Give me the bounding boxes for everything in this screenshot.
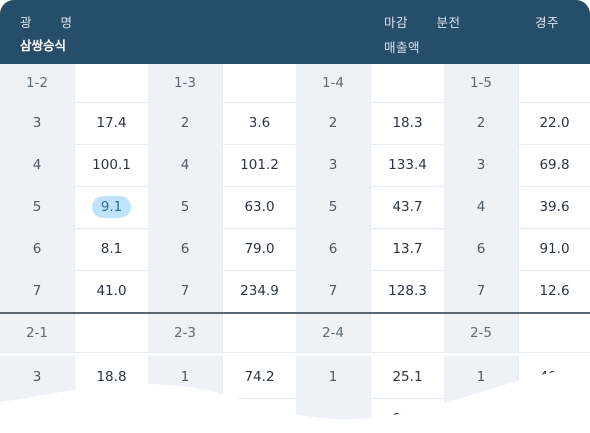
group-label-1-3: 1-3 <box>148 64 222 102</box>
combo-number: 6 <box>444 228 518 270</box>
combo-number: 7 <box>148 270 222 312</box>
group-label-1-2: 1-2 <box>0 64 74 102</box>
odds-value[interactable]: 12.6 <box>518 270 590 312</box>
odds-value[interactable]: 18.3 <box>370 102 444 144</box>
odds-value[interactable]: 39.6 <box>518 186 590 228</box>
table-row: 4 100.1 4 101.2 3 133.4 3 69.8 <box>0 144 590 187</box>
torn-edge-overlay <box>0 366 590 433</box>
odds-value[interactable]: 63.0 <box>222 186 296 228</box>
table-row: 7 41.0 7 234.9 7 128.3 7 12.6 <box>0 270 590 313</box>
group-label-2-4: 2-4 <box>296 314 370 352</box>
odds-value[interactable]: 100.1 <box>74 144 148 186</box>
combo-number: 2 <box>444 102 518 144</box>
combo-number: 2 <box>148 102 222 144</box>
group-label-2-1: 2-1 <box>0 314 74 352</box>
odds-value[interactable]: 41.0 <box>74 270 148 312</box>
table-row: 5 9.1 5 63.0 5 43.7 4 39.6 <box>0 186 590 229</box>
odds-value[interactable]: 22.0 <box>518 102 590 144</box>
combo-number: 7 <box>444 270 518 312</box>
combo-number: 4 <box>148 144 222 186</box>
odds-value[interactable]: 69.8 <box>518 144 590 186</box>
combo-number: 4 <box>0 144 74 186</box>
section-divider <box>0 312 590 314</box>
odds-value[interactable]: 101.2 <box>222 144 296 186</box>
combo-number: 1 <box>296 356 370 398</box>
combo-number: 7 <box>296 270 370 312</box>
header-sales: 매출액 <box>384 40 421 55</box>
empty-cell <box>518 314 590 352</box>
combo-number: 6 <box>148 228 222 270</box>
group-label-2-3: 2-3 <box>148 314 222 352</box>
table-header: 광 명 삼쌍승식 마감 분전 매출액 경주 <box>0 0 590 64</box>
combo-number: 5 <box>148 186 222 228</box>
odds-value[interactable]: 74.2 <box>222 356 296 398</box>
empty-cell <box>222 64 296 102</box>
odds-value[interactable]: 43.7 <box>370 186 444 228</box>
combo-number: 3 <box>0 102 74 144</box>
header-closing-time: 마감 분전 <box>384 15 461 30</box>
combo-number: 3 <box>0 356 74 398</box>
empty-cell <box>518 64 590 102</box>
combo-number: 4 <box>444 186 518 228</box>
odds-value[interactable]: 3.6 <box>222 102 296 144</box>
odds-value[interactable]: 91.0 <box>518 228 590 270</box>
header-track-name: 광 명 <box>20 15 73 30</box>
header-bet-type: 삼쌍승식 <box>20 38 67 53</box>
empty-cell <box>370 64 444 102</box>
group-label-1-4: 1-4 <box>296 64 370 102</box>
combo-number: 5 <box>296 186 370 228</box>
odds-value[interactable]: 18.8 <box>74 356 148 398</box>
combo-number: 3 <box>444 144 518 186</box>
highlight-badge[interactable]: 9.1 <box>91 196 132 218</box>
odds-value[interactable]: 133.4 <box>370 144 444 186</box>
empty-cell <box>74 314 148 352</box>
odds-value[interactable]: 8.1 <box>74 228 148 270</box>
combo-number: 7 <box>0 270 74 312</box>
combo-number: 2 <box>296 102 370 144</box>
section1-header-row: 1-2 1-3 1-4 1-5 <box>0 64 590 103</box>
empty-cell <box>370 314 444 352</box>
combo-number: 6 <box>296 228 370 270</box>
odds-value[interactable]: 25.1 <box>370 356 444 398</box>
header-race: 경주 <box>535 15 560 30</box>
odds-value[interactable]: 13.7 <box>370 228 444 270</box>
combo-number: 3 <box>296 144 370 186</box>
odds-value-highlighted[interactable]: 9.1 <box>74 186 148 228</box>
section2-header-row: 2-1 2-3 2-4 2-5 <box>0 314 590 353</box>
group-label-1-5: 1-5 <box>444 64 518 102</box>
odds-value[interactable]: 17.4 <box>74 102 148 144</box>
group-label-2-5: 2-5 <box>444 314 518 352</box>
empty-cell <box>74 64 148 102</box>
odds-value[interactable]: 234.9 <box>222 270 296 312</box>
combo-number: 5 <box>0 186 74 228</box>
table-row: 3 17.4 2 3.6 2 18.3 2 22.0 <box>0 102 590 145</box>
empty-cell <box>222 314 296 352</box>
table-row: 6 8.1 6 79.0 6 13.7 6 91.0 <box>0 228 590 271</box>
odds-value[interactable]: 128.3 <box>370 270 444 312</box>
odds-value[interactable]: 79.0 <box>222 228 296 270</box>
combo-number: 6 <box>0 228 74 270</box>
